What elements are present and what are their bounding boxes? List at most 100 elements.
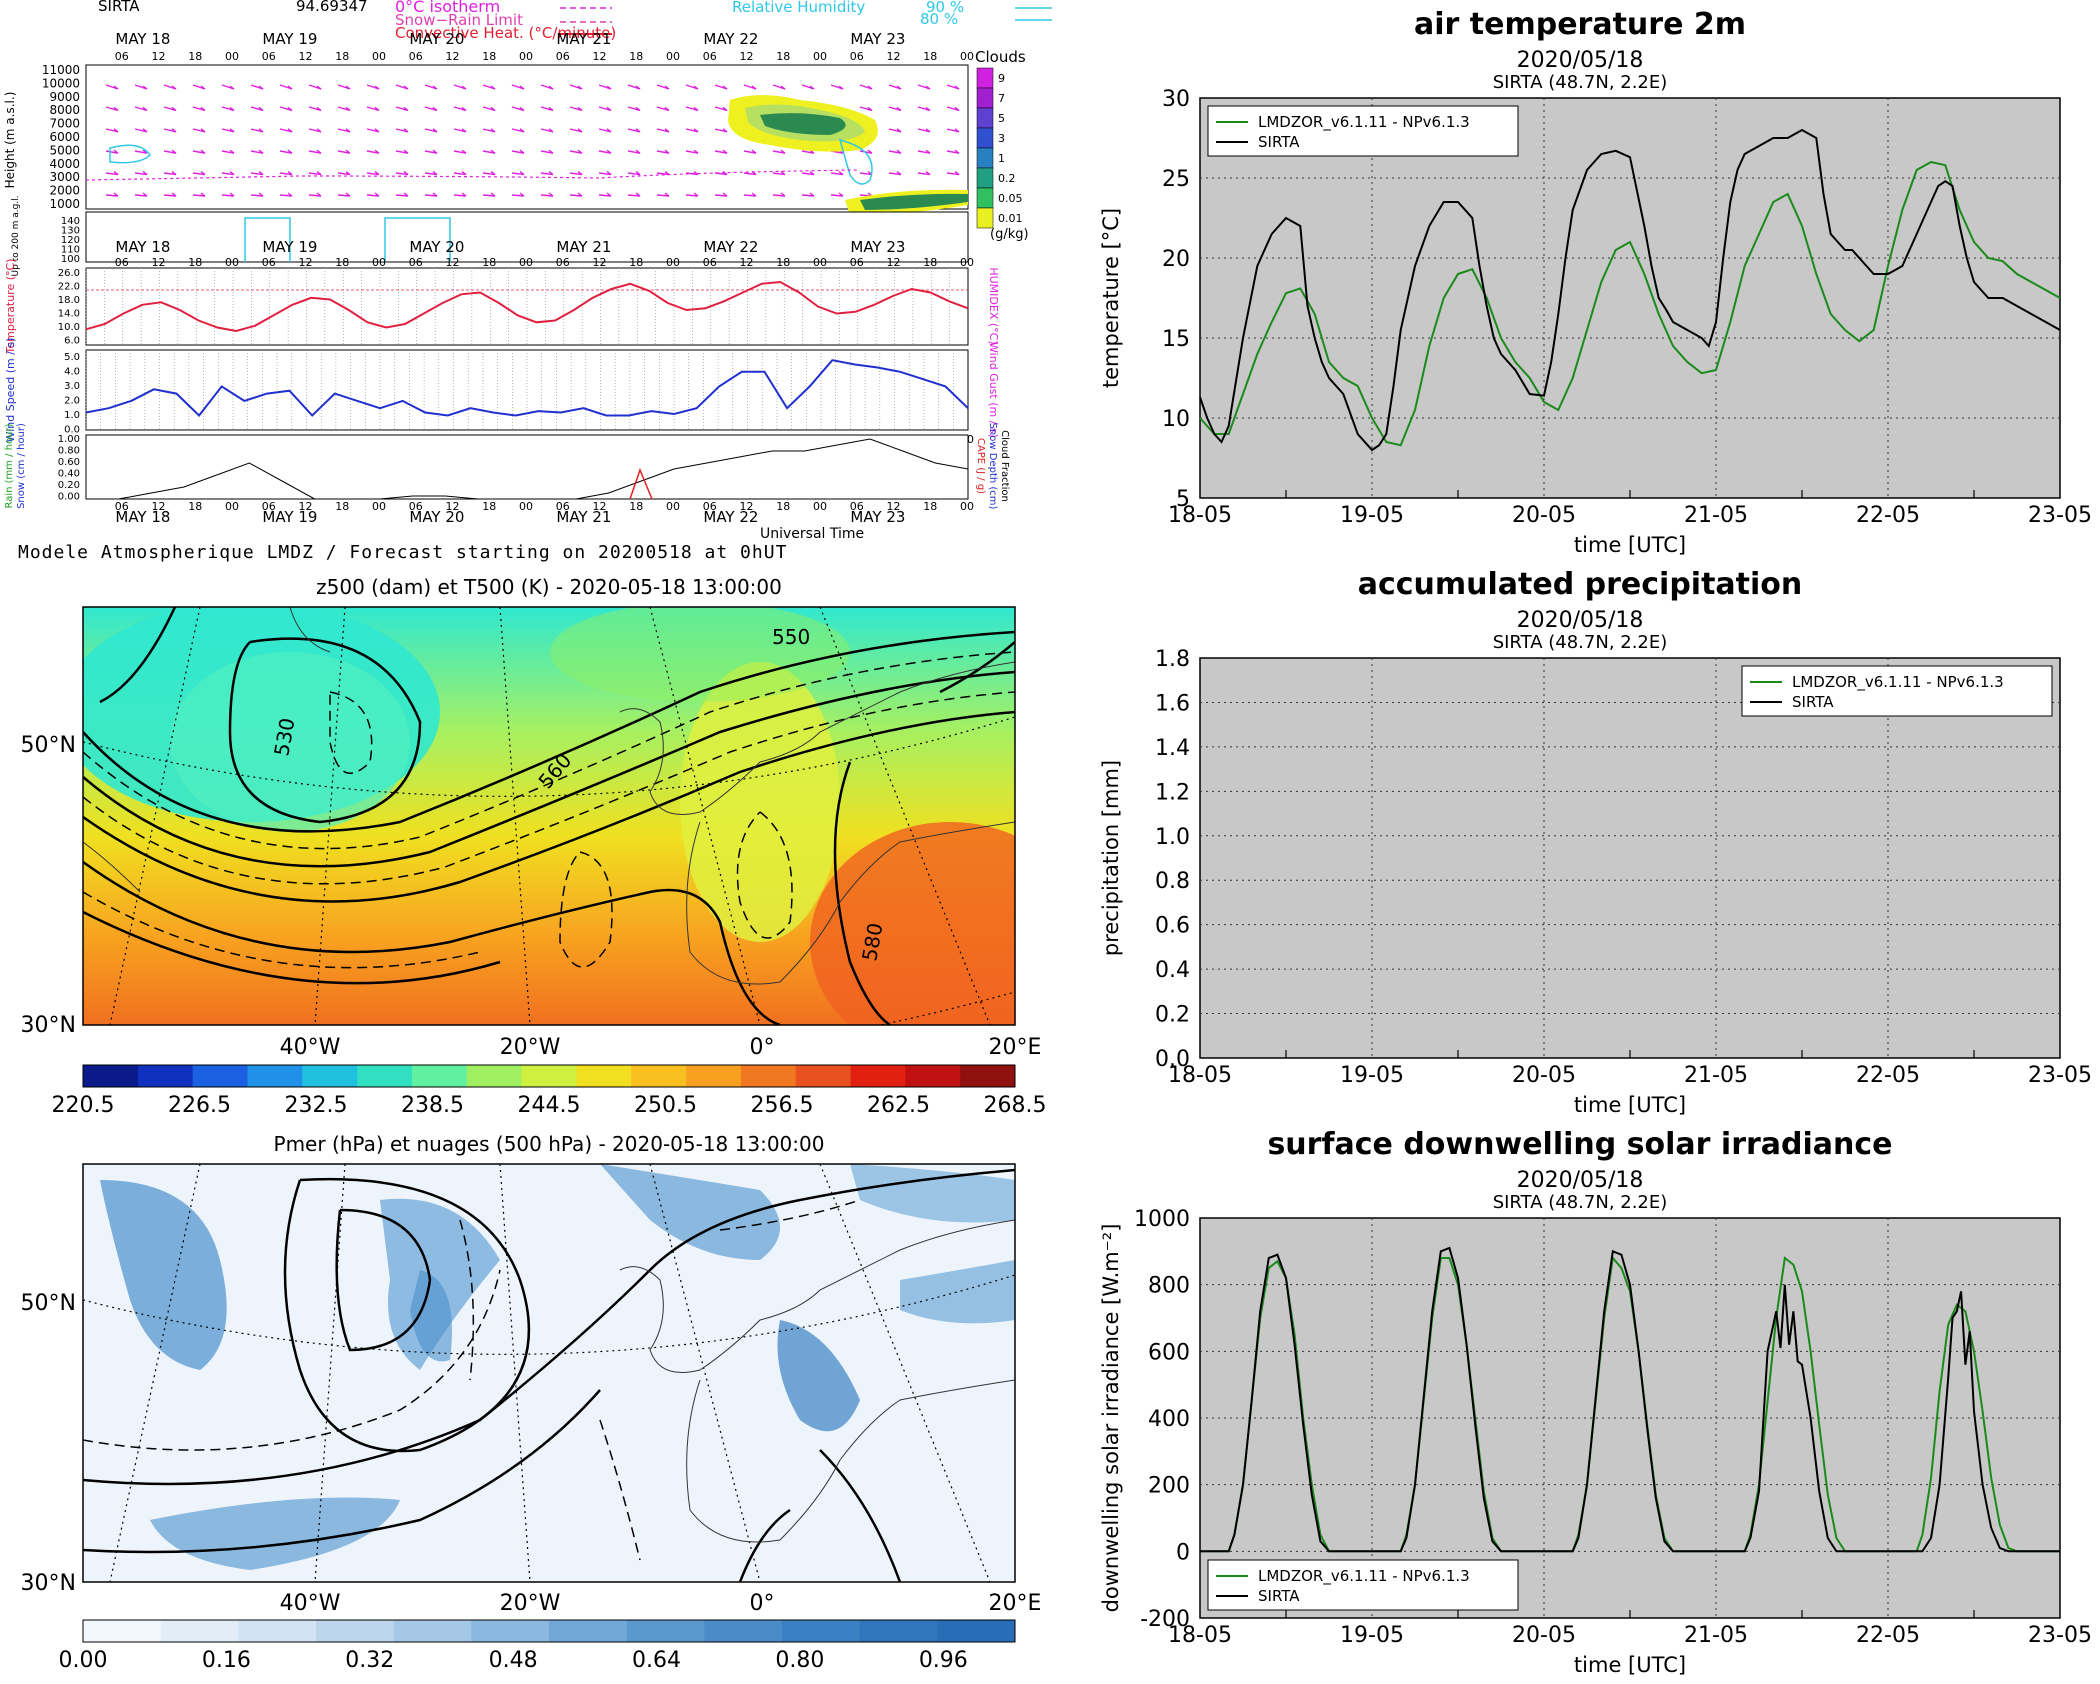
hour-label: 12 xyxy=(299,256,313,269)
height-tick: 2000 xyxy=(49,184,80,198)
wind-arrow xyxy=(395,150,409,154)
wind-arrow-head xyxy=(142,149,148,154)
wind-arrow xyxy=(424,106,438,112)
wind-speed-line xyxy=(85,359,969,417)
wind-arrow xyxy=(424,194,438,197)
wind-arrow-head xyxy=(229,149,235,154)
y-tick-label: 1.0 xyxy=(1155,825,1190,850)
wind-arrow xyxy=(772,172,786,176)
wind-arrow xyxy=(482,150,496,154)
wind-arrow xyxy=(134,172,148,176)
wind-arrow-head xyxy=(200,192,206,197)
temperature-panel xyxy=(85,267,969,346)
wind-arrow-head xyxy=(287,85,293,90)
wind-arrow xyxy=(279,150,293,154)
wind-arrow-head xyxy=(954,128,960,133)
wind-arrow-head xyxy=(316,128,322,133)
wind-tick: 2.0 xyxy=(64,396,80,407)
y-tick-label: 1000 xyxy=(1134,1207,1190,1232)
wind-arrow xyxy=(627,128,641,133)
wind-arrow xyxy=(743,172,757,176)
wind-arrow-head xyxy=(171,128,177,133)
wind-arrow-head xyxy=(490,171,496,176)
legend-isotherm: 0°C isotherm xyxy=(395,0,500,16)
wind-arrow-head xyxy=(519,192,525,197)
wind-arrow-head xyxy=(316,85,322,90)
colorbar-swatch xyxy=(795,1065,852,1087)
wind-arrow xyxy=(656,194,670,197)
wind-arrow xyxy=(105,194,119,197)
colorbar-tick-label: 0.48 xyxy=(489,1648,538,1673)
wind-arrow xyxy=(366,150,380,154)
wind-arrow xyxy=(714,150,728,154)
x-tick-label: 21-05 xyxy=(1684,503,1748,528)
clouds-colorbar-label: 1 xyxy=(998,152,1005,165)
colorbar-swatch xyxy=(631,1065,687,1087)
wind-arrow xyxy=(192,172,206,176)
hour-label: 18 xyxy=(335,50,349,63)
wind-arrow xyxy=(366,106,380,112)
rh-contour-2 xyxy=(838,138,873,185)
temperature-tick: 22.0 xyxy=(58,282,80,293)
wind-arrow xyxy=(569,150,583,154)
day-label: MAY 20 xyxy=(409,238,464,256)
x-tick-label: 20-05 xyxy=(1512,1623,1576,1648)
hour-label: 06 xyxy=(850,256,864,269)
legend-box xyxy=(1207,105,1519,157)
chart-precipitation: accumulated precipitation 2020/05/18 SIRTA… xyxy=(1060,560,2100,1120)
y-tick-label: 0.2 xyxy=(1155,1003,1190,1028)
y-axis-label: downwelling solar irradiance [W.m⁻²] xyxy=(1099,1224,1123,1613)
meteogram-altitude: 94.69347 xyxy=(296,0,368,15)
wind-arrow xyxy=(801,194,815,197)
wind-arrow-head xyxy=(229,128,235,133)
hour-label: 12 xyxy=(152,500,166,513)
wind-arrow xyxy=(598,150,612,154)
wind-arrow xyxy=(946,172,960,176)
x-tick-label: 22-05 xyxy=(1856,1063,1920,1088)
y-axis-label: temperature [°C] xyxy=(1099,208,1123,388)
wind-arrow xyxy=(482,128,496,133)
wind-arrow xyxy=(163,128,177,133)
wind-arrow-head xyxy=(896,149,902,154)
meteogram-panel: SIRTA 94.69347 0°C isotherm Snow−Rain Li… xyxy=(0,0,1060,563)
wind-arrow-head xyxy=(925,106,931,111)
wind-arrow-head xyxy=(693,149,699,154)
clouds-title: Clouds xyxy=(975,48,1026,66)
y-tick-label: -200 xyxy=(1140,1607,1190,1632)
hour-label: 00 xyxy=(372,500,386,513)
map-pmer-colorbar-ticks: 0.00 0.16 0.32 0.48 0.64 0.80 0.96 xyxy=(59,1648,968,1673)
y-tick-label: 0 xyxy=(1176,1540,1190,1565)
wind-arrow xyxy=(366,172,380,176)
wind-arrow xyxy=(337,172,351,176)
hour-label: 00 xyxy=(372,256,386,269)
wind-arrow xyxy=(888,128,902,133)
colorbar-tick-label: 226.5 xyxy=(168,1093,231,1118)
colorbar-tick-label: 256.5 xyxy=(751,1093,814,1118)
low-rh-contour xyxy=(244,217,451,262)
wind-arrow xyxy=(482,194,496,197)
colorbar-tick-label: 0.32 xyxy=(345,1648,394,1673)
x-tick-label: 21-05 xyxy=(1684,1063,1748,1088)
colorbar-frame xyxy=(82,1619,1016,1643)
pmer-lat-label-30n: 30°N xyxy=(21,1571,76,1596)
y-tick-label: 20 xyxy=(1162,247,1190,272)
wind-arrow-head xyxy=(171,171,177,176)
series-line-1 xyxy=(1200,1246,2060,1553)
map-z500-colorbar xyxy=(82,1064,1016,1088)
colorbar-swatch xyxy=(686,1065,742,1087)
wind-arrow xyxy=(511,150,525,154)
height-tick: 5000 xyxy=(49,143,80,157)
y-tick-label: 0.4 xyxy=(1155,958,1190,983)
hour-label: 00 xyxy=(960,256,974,269)
low-level-tick: 100 xyxy=(61,254,80,265)
clouds-colorbar-label: 3 xyxy=(998,132,1005,145)
plot-area xyxy=(1199,657,2061,1059)
hour-label: 00 xyxy=(813,50,827,63)
day-label: MAY 21 xyxy=(556,238,611,256)
hour-label: 00 xyxy=(666,50,680,63)
wind-arrow-head xyxy=(287,106,293,111)
wind-arrow-head xyxy=(432,85,438,90)
wind-arrow-head xyxy=(229,85,235,90)
wind-arrow xyxy=(453,150,467,154)
